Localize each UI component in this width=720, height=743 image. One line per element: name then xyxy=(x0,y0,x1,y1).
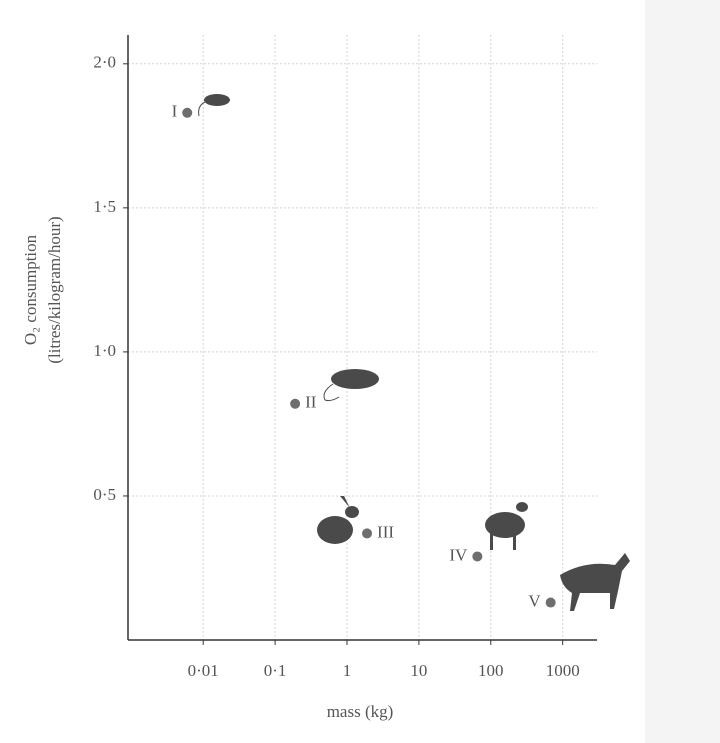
x-tick-label: 1000 xyxy=(546,661,580,680)
side-panel xyxy=(645,0,720,743)
y-tick-label: 0·5 xyxy=(93,485,116,504)
chart: mass (kg) O₂ consumption (litres/kilogra… xyxy=(0,0,720,743)
horse-icon xyxy=(560,553,630,611)
data-point xyxy=(546,598,556,608)
x-tick-label: 0·1 xyxy=(264,661,287,680)
point-label: III xyxy=(377,522,394,541)
x-tick-label: 0·01 xyxy=(188,661,219,680)
mouse-tail xyxy=(199,102,205,116)
mouse-icon xyxy=(204,94,230,106)
sheep-leg xyxy=(490,532,493,550)
page: {"chart_data": { "type": "scatter", "x_l… xyxy=(0,0,720,743)
rat-icon xyxy=(331,369,379,389)
point-label: V xyxy=(528,591,541,610)
y-tick-label: 1·5 xyxy=(93,197,116,216)
sheep-leg xyxy=(513,532,516,550)
point-label: II xyxy=(305,393,317,412)
data-point xyxy=(182,108,192,118)
rabbit-icon xyxy=(317,516,353,544)
y-axis-label-line: O₂ consumption xyxy=(21,234,40,345)
x-axis-label: mass (kg) xyxy=(327,702,394,721)
y-axis-label-line: (litres/kilogram/hour) xyxy=(45,216,64,363)
point-label: IV xyxy=(449,545,468,564)
point-label: I xyxy=(172,102,178,121)
data-point xyxy=(362,528,372,538)
rabbit-head xyxy=(345,506,359,518)
rabbit-ear xyxy=(340,496,350,508)
x-tick-label: 100 xyxy=(478,661,504,680)
data-point xyxy=(290,399,300,409)
sheep-head xyxy=(516,502,528,512)
x-tick-label: 10 xyxy=(410,661,427,680)
animal-icons xyxy=(199,94,630,611)
data-point xyxy=(472,551,482,561)
y-axis-label: O₂ consumption (litres/kilogram/hour) xyxy=(21,216,64,363)
x-tick-label: 1 xyxy=(343,661,352,680)
y-tick-label: 1·0 xyxy=(93,341,116,360)
y-tick-label: 2·0 xyxy=(93,53,116,72)
grid xyxy=(128,35,597,640)
rat-tail xyxy=(324,384,339,401)
